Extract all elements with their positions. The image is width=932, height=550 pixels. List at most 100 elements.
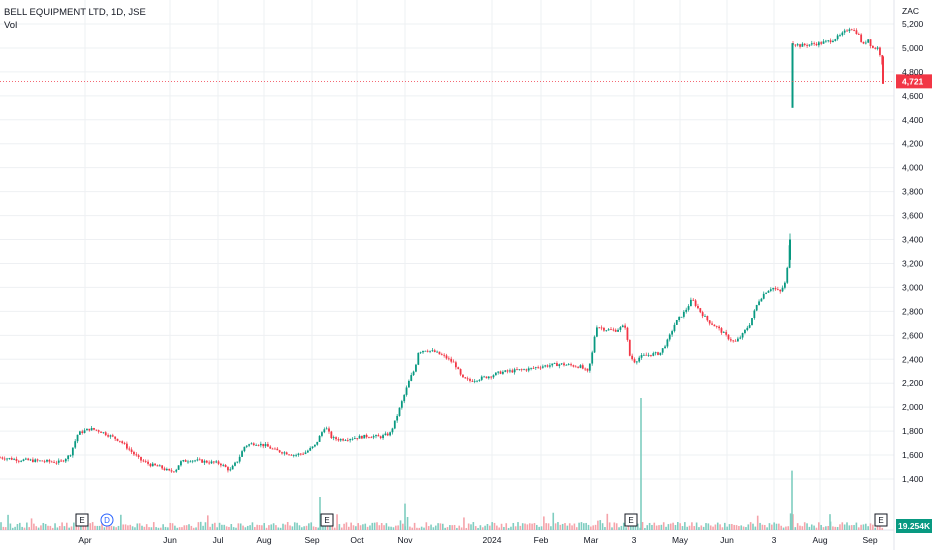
candle-body [673, 324, 676, 332]
volume-bar [568, 523, 571, 530]
candle-body [184, 460, 187, 462]
candle-body [292, 455, 295, 456]
candle-body [553, 363, 556, 364]
volume-bar [66, 522, 68, 530]
volume-bar [839, 524, 841, 530]
volume-bar [860, 524, 862, 530]
volume-bar [742, 526, 745, 530]
candle-body [222, 464, 225, 466]
grid [0, 0, 895, 550]
volume-bar [291, 526, 294, 530]
volume-bar [735, 525, 738, 530]
candle-body [791, 43, 794, 108]
candle-body [850, 29, 853, 31]
earnings-marker[interactable]: E [75, 513, 89, 527]
volume-bar [237, 523, 240, 530]
volume-bar [641, 522, 644, 530]
volume-bar [199, 521, 202, 530]
volume-bar [524, 523, 526, 530]
volume-bar [192, 527, 195, 530]
volume-bar [19, 522, 21, 530]
earnings-marker[interactable]: E [874, 513, 888, 527]
candle-body [267, 444, 269, 447]
volume-bar [256, 524, 258, 530]
price-axis[interactable]: 1,400 1,600 1,800 2,000 2,200 2,400 2,600 2,800… [902, 19, 924, 484]
dividend-circle [100, 513, 114, 527]
earnings-marker[interactable]: E [624, 513, 638, 527]
candle-body [140, 456, 142, 461]
volume-bar [49, 525, 52, 530]
symbol-title: BELL EQUIPMENT LTD, 1D, JSE [4, 7, 146, 18]
volume-bar [230, 524, 233, 530]
volume-bar [228, 526, 230, 530]
candle-body [130, 449, 133, 452]
candle-body [711, 323, 713, 325]
volume-bar [827, 525, 829, 530]
volume-bar [352, 525, 355, 530]
volume-bar [691, 522, 693, 530]
earnings-letter: E [79, 516, 84, 525]
time-axis[interactable]: Apr Jun Jul Aug Sep Oct Nov 2024 Feb Mar 3 May Jun 3 A… [78, 535, 877, 545]
volume-bar [510, 526, 512, 530]
candle-body [64, 459, 67, 462]
earnings-marker[interactable]: E [320, 513, 334, 527]
candle-body [79, 431, 81, 435]
earnings-letter: E [628, 516, 633, 525]
volume-bar [550, 526, 552, 530]
volume-bar [2, 526, 5, 530]
volume-bar [634, 524, 637, 530]
volume-legend-label: Vol [4, 20, 18, 31]
candle-body [450, 358, 453, 362]
currency-label[interactable]: ZAC [902, 6, 919, 16]
candle-body [236, 461, 239, 463]
candle-body [563, 363, 565, 366]
volume-bar [747, 524, 750, 530]
candle-body [410, 375, 413, 381]
volume-bar [284, 524, 287, 530]
candle-body [699, 308, 702, 313]
volume-bar [484, 525, 486, 530]
volume-bar [867, 526, 869, 530]
candle-body [323, 429, 326, 433]
volume-bar [195, 527, 197, 530]
candle-body [295, 454, 297, 456]
x-tick-label: Sep [304, 535, 319, 545]
volume-bar [794, 527, 797, 530]
candle-body [391, 428, 394, 433]
candle-body [808, 44, 811, 46]
volume-bar [754, 526, 757, 530]
candle-body [661, 348, 664, 353]
volume-bar [803, 522, 806, 530]
candle-body [241, 451, 243, 457]
volume-bar [103, 527, 106, 530]
dividend-marker[interactable]: D [100, 513, 114, 527]
volume-bar [714, 524, 717, 530]
candle-body [429, 350, 431, 352]
candle-body [417, 352, 420, 365]
volume-bar [857, 527, 860, 530]
candle-body [203, 460, 206, 463]
candle-body [706, 315, 709, 321]
candle-body [71, 447, 74, 456]
volume-bar [42, 522, 45, 530]
candle-body [405, 387, 408, 395]
candle-body [827, 40, 830, 42]
volume-bar [489, 525, 491, 530]
volume-bar [479, 525, 482, 530]
candle-body [398, 407, 401, 416]
candle-body [191, 460, 194, 462]
volume-bar [185, 525, 188, 530]
candle-body [29, 459, 32, 461]
candle-body [876, 47, 879, 49]
volume-bar [521, 523, 524, 530]
candle-body [365, 434, 368, 438]
volume-bar [286, 522, 289, 530]
candle-body [231, 465, 234, 470]
volume-bar [531, 523, 533, 530]
volume-bar [481, 527, 484, 530]
candle-body [645, 354, 648, 356]
volume-bar [244, 527, 247, 530]
candle-body [114, 436, 117, 439]
